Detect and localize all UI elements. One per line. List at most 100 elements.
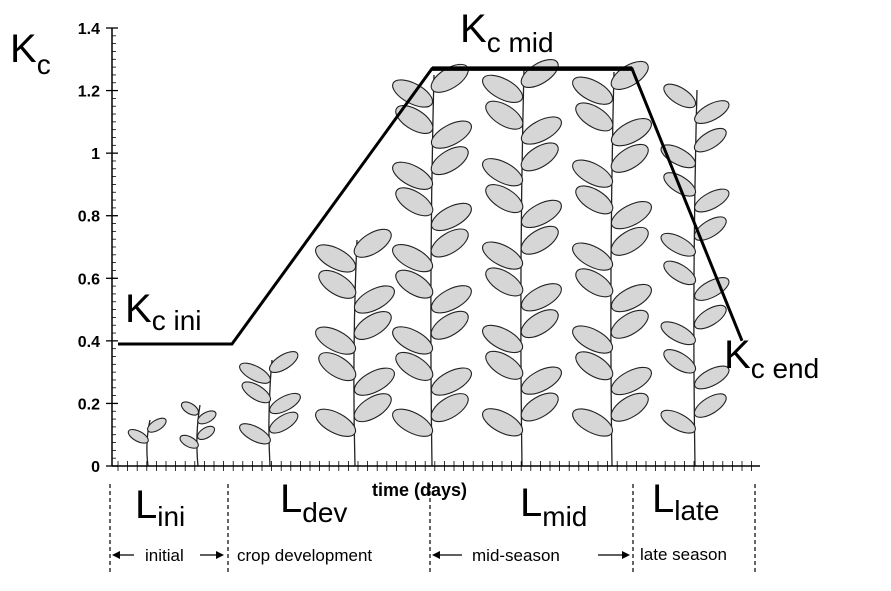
leaf-shape bbox=[353, 228, 392, 258]
y-tick-label: 0.8 bbox=[78, 209, 100, 226]
y-axis-label: Kc bbox=[10, 27, 51, 80]
arrowhead-icon bbox=[216, 551, 224, 559]
stage-length-mid: Lmid bbox=[520, 481, 587, 532]
leaf-shape bbox=[693, 304, 727, 330]
leaf-shape bbox=[430, 146, 469, 176]
leaf-shape bbox=[430, 228, 469, 258]
leaf-shape bbox=[353, 367, 395, 396]
stage-length-late: Llate bbox=[652, 477, 719, 526]
leaf-shape bbox=[660, 144, 696, 169]
leaf-shape bbox=[610, 200, 652, 230]
stage-name-initial: initial bbox=[145, 546, 184, 565]
leaf-shape bbox=[268, 351, 299, 374]
leaf-shape bbox=[430, 310, 469, 340]
arrowhead-icon bbox=[622, 551, 630, 559]
y-tick-label: 0 bbox=[91, 459, 100, 476]
leaf-shape bbox=[179, 434, 199, 449]
leaf-shape bbox=[520, 392, 559, 422]
leaf-shape bbox=[610, 118, 652, 147]
leaf-shape bbox=[353, 310, 392, 340]
leaf-shape bbox=[392, 408, 434, 437]
kc-end-label: Kc end bbox=[724, 333, 819, 384]
leaf-shape bbox=[663, 83, 697, 109]
leaf-shape bbox=[694, 277, 730, 301]
leaf-shape bbox=[572, 325, 614, 354]
plant-stem bbox=[196, 404, 201, 467]
y-tick-label: 1.2 bbox=[78, 84, 100, 101]
leaf-shape bbox=[482, 324, 524, 354]
y-tick-label: 0.2 bbox=[78, 396, 100, 413]
stage-arrows bbox=[112, 551, 630, 559]
leaf-shape bbox=[660, 409, 696, 434]
leaf-shape bbox=[520, 225, 559, 255]
leaf-shape bbox=[430, 393, 469, 423]
leaf-shape bbox=[392, 326, 434, 355]
leaf-shape bbox=[315, 326, 357, 355]
leaf-shape bbox=[197, 410, 217, 425]
kc-ini-label: Kc ini bbox=[125, 287, 201, 336]
leaf-shape bbox=[693, 127, 727, 153]
stage-dividers bbox=[109, 484, 756, 572]
leaf-shape bbox=[572, 76, 614, 105]
plant-stem bbox=[430, 74, 435, 467]
leaf-shape bbox=[318, 269, 357, 299]
leaf-shape bbox=[520, 199, 562, 229]
plant-stem bbox=[520, 69, 525, 467]
leaf-shape bbox=[269, 392, 301, 415]
leaf-shape bbox=[660, 321, 696, 346]
y-tick-label: 0.6 bbox=[78, 271, 100, 288]
leaf-shape bbox=[694, 365, 730, 390]
leaf-shape bbox=[318, 352, 357, 382]
leaf-shape bbox=[520, 309, 559, 339]
leaf-shape bbox=[353, 285, 395, 314]
leaf-shape bbox=[485, 100, 524, 130]
leaf-shape bbox=[482, 158, 524, 187]
stage-length-dev: Ldev bbox=[280, 477, 347, 528]
leaf-shape bbox=[693, 393, 727, 418]
leaf-shape bbox=[610, 392, 649, 422]
y-axis-ticks: 0 0.2 0.4 0.6 0.8 1 1.2 1.4 bbox=[78, 21, 118, 476]
leaf-shape bbox=[482, 241, 524, 270]
kc-mid-label: Kc mid bbox=[460, 7, 554, 58]
leaf-shape bbox=[572, 242, 614, 271]
leaf-shape bbox=[660, 232, 696, 257]
leaf-shape bbox=[353, 393, 392, 423]
leaf-shape bbox=[575, 268, 614, 298]
leaf-shape bbox=[485, 267, 524, 297]
leaf-shape bbox=[610, 309, 649, 339]
leaf-shape bbox=[239, 423, 271, 445]
leaf-shape bbox=[572, 408, 614, 437]
stage-name-crop-development: crop development bbox=[237, 546, 372, 565]
leaf-shape bbox=[575, 102, 614, 132]
leaf-shape bbox=[268, 411, 299, 434]
leaf-shape bbox=[663, 349, 697, 374]
plant-stem bbox=[353, 239, 358, 467]
leaf-shape bbox=[430, 367, 472, 396]
leaf-shape bbox=[430, 202, 472, 232]
leaf-shape bbox=[395, 351, 434, 381]
arrowhead-icon bbox=[112, 551, 120, 559]
leaf-shape bbox=[610, 143, 649, 173]
leaf-shape bbox=[610, 283, 652, 313]
leaf-shape bbox=[395, 187, 434, 217]
crop-growth-illustration bbox=[127, 59, 730, 467]
leaf-shape bbox=[693, 216, 727, 241]
leaf-shape bbox=[315, 244, 357, 273]
plant-stem bbox=[610, 71, 615, 467]
stage-name-mid-season: mid-season bbox=[472, 546, 560, 565]
leaf-shape bbox=[575, 185, 614, 215]
leaf-shape bbox=[482, 408, 524, 437]
leaf-shape bbox=[239, 362, 271, 384]
leaf-shape bbox=[572, 159, 614, 188]
y-tick-label: 1.4 bbox=[78, 21, 100, 38]
leaf-shape bbox=[485, 184, 524, 214]
leaf-shape bbox=[395, 104, 434, 134]
leaf-shape bbox=[663, 260, 697, 286]
y-tick-label: 1 bbox=[91, 146, 100, 163]
leaf-shape bbox=[694, 188, 730, 213]
leaf-shape bbox=[520, 142, 559, 172]
stage-length-ini: Lini bbox=[135, 483, 185, 532]
leaf-shape bbox=[482, 74, 524, 103]
leaf-shape bbox=[180, 401, 199, 416]
